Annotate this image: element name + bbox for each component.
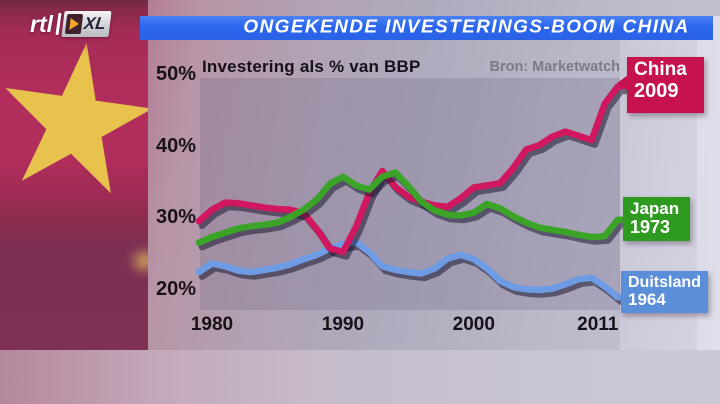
x-axis-label-2011: 2011 <box>577 314 619 335</box>
series-label-name: Japan <box>630 199 680 218</box>
xl-badge: XL <box>61 11 112 37</box>
series-label-name: Duitsland <box>628 274 701 291</box>
xl-logo-text: XL <box>82 14 107 33</box>
y-axis-label-40: 40% <box>155 134 196 157</box>
rtl-logo-text: rtl <box>30 10 53 37</box>
series-label-duitsland: Duitsland 1964 <box>621 271 708 313</box>
series-label-china: China 2009 <box>617 57 704 113</box>
y-axis-label-50: 50% <box>155 62 196 85</box>
line-duitsland <box>195 238 626 301</box>
chart-title: Investering als % van BBP <box>202 57 421 76</box>
line-japan <box>195 169 626 246</box>
y-axis-label-30: 30% <box>155 206 196 229</box>
play-chip <box>64 14 84 34</box>
headline-banner: ONGEKENDE INVESTERINGS-BOOM CHINA <box>140 16 713 40</box>
chart-source: Bron: Marketwatch <box>489 59 620 75</box>
series-label-year: 1964 <box>628 290 666 310</box>
logo-divider <box>55 13 62 35</box>
y-axis-label-20: 20% <box>155 278 196 300</box>
play-icon <box>68 18 80 30</box>
headline-text: ONGEKENDE INVESTERINGS-BOOM CHINA <box>243 17 690 38</box>
series-label-year: 2009 <box>634 79 679 102</box>
label-arrow-icon <box>617 75 628 91</box>
line-shadow-duitsland <box>198 242 629 305</box>
china-flag-background <box>0 0 148 352</box>
x-axis-label-1990: 1990 <box>321 314 365 335</box>
x-axis-label-2000: 2000 <box>452 314 495 335</box>
rtl-xl-logo: rtl XL <box>30 9 112 39</box>
series-label-name: China <box>634 59 687 80</box>
studio-floor <box>0 350 720 404</box>
flag-star-glow <box>128 246 148 276</box>
series-label-year: 1973 <box>630 217 671 238</box>
series-label-japan: Japan 1973 <box>623 197 690 241</box>
x-axis-label-1980: 1980 <box>190 314 234 335</box>
